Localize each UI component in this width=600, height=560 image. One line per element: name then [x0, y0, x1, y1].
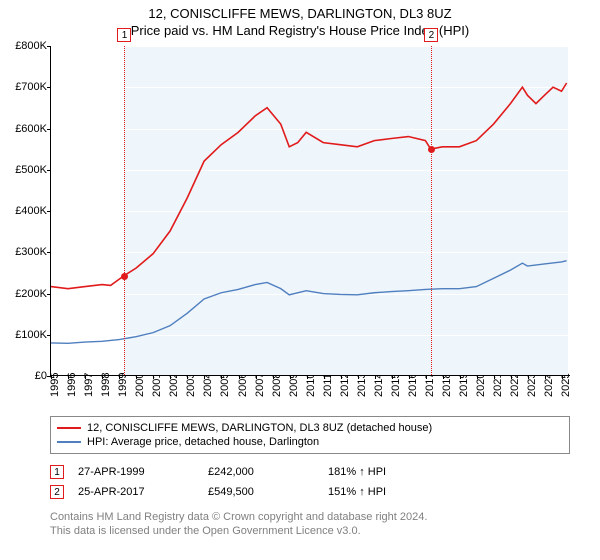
x-axis-label: 2019 [458, 373, 470, 397]
legend-label: 12, CONISCLIFFE MEWS, DARLINGTON, DL3 8U… [87, 422, 432, 434]
footer-attribution: Contains HM Land Registry data © Crown c… [50, 510, 570, 539]
x-axis-label: 2015 [390, 373, 402, 397]
x-axis-label: 2018 [441, 373, 453, 397]
x-axis-label: 1997 [83, 373, 95, 397]
x-axis-label: 1996 [66, 373, 78, 397]
y-axis-label: £500K [15, 164, 51, 176]
x-axis-label: 2000 [134, 373, 146, 397]
legend-label: HPI: Average price, detached house, Darl… [87, 436, 319, 448]
legend-swatch [57, 427, 81, 429]
x-axis-label: 2010 [305, 373, 317, 397]
x-axis-label: 2003 [185, 373, 197, 397]
sales-row-date: 25-APR-2017 [78, 486, 208, 498]
sales-row-marker: 2 [50, 485, 64, 499]
title-line2: Price paid vs. HM Land Registry's House … [0, 23, 600, 38]
x-axis-label: 1999 [117, 373, 129, 397]
y-axis-label: £700K [15, 81, 51, 93]
series-line [51, 83, 567, 289]
x-axis-label: 2014 [373, 373, 385, 397]
legend-swatch [57, 441, 81, 443]
y-axis-label: £400K [15, 205, 51, 217]
x-axis-label: 2004 [202, 373, 214, 397]
sale-event-line [431, 46, 432, 375]
sales-row-hpi: 151% ↑ HPI [328, 486, 448, 498]
x-axis-label: 2011 [322, 373, 334, 397]
sales-row-date: 27-APR-1999 [78, 466, 208, 478]
x-axis-label: 2023 [526, 373, 538, 397]
y-axis-label: £600K [15, 123, 51, 135]
x-axis-label: 2017 [424, 373, 436, 397]
x-axis-label: 2021 [492, 373, 504, 397]
y-axis-label: £200K [15, 288, 51, 300]
y-axis-label: £100K [15, 329, 51, 341]
series-svg [51, 46, 570, 375]
sales-row-price: £242,000 [208, 466, 328, 478]
sales-row-price: £549,500 [208, 486, 328, 498]
x-axis-label: 2022 [509, 373, 521, 397]
x-axis-label: 1995 [49, 373, 61, 397]
footer-line1: Contains HM Land Registry data © Crown c… [50, 510, 570, 524]
title-line1: 12, CONISCLIFFE MEWS, DARLINGTON, DL3 8U… [0, 6, 600, 21]
sales-table: 1 27-APR-1999£242,000181% ↑ HPI 2 25-APR-20… [50, 462, 448, 502]
footer-line2: This data is licensed under the Open Gov… [50, 524, 570, 538]
sale-event-line [124, 46, 125, 375]
x-axis-label: 2006 [237, 373, 249, 397]
legend-box: 12, CONISCLIFFE MEWS, DARLINGTON, DL3 8U… [50, 416, 570, 454]
x-axis-label: 2020 [475, 373, 487, 397]
sales-row-marker: 1 [50, 465, 64, 479]
sales-table-row: 2 25-APR-2017£549,500151% ↑ HPI [50, 482, 448, 502]
x-axis-label: 1998 [100, 373, 112, 397]
x-axis-label: 2016 [407, 373, 419, 397]
sale-event-dot [428, 146, 435, 153]
legend-item: 12, CONISCLIFFE MEWS, DARLINGTON, DL3 8U… [57, 421, 563, 435]
x-axis-label: 2001 [151, 373, 163, 397]
x-axis-label: 2007 [254, 373, 266, 397]
sale-event-marker: 1 [117, 28, 131, 42]
y-axis-label: £300K [15, 246, 51, 258]
x-axis-label: 2008 [271, 373, 283, 397]
chart-title-block: 12, CONISCLIFFE MEWS, DARLINGTON, DL3 8U… [0, 0, 600, 38]
sale-event-dot [121, 273, 128, 280]
plot-area: £0£100K£200K£300K£400K£500K£600K£700K£80… [50, 46, 570, 376]
chart-region: £0£100K£200K£300K£400K£500K£600K£700K£80… [50, 46, 570, 376]
sales-table-row: 1 27-APR-1999£242,000181% ↑ HPI [50, 462, 448, 482]
x-axis-label: 2002 [168, 373, 180, 397]
x-axis-label: 2012 [339, 373, 351, 397]
x-axis-label: 2009 [288, 373, 300, 397]
x-axis-label: 2025 [560, 373, 572, 397]
y-axis-label: £800K [15, 40, 51, 52]
x-axis-label: 2013 [356, 373, 368, 397]
x-axis-label: 2024 [543, 373, 555, 397]
legend-item: HPI: Average price, detached house, Darl… [57, 435, 563, 449]
x-axis-label: 2005 [219, 373, 231, 397]
sales-row-hpi: 181% ↑ HPI [328, 466, 448, 478]
sale-event-marker: 2 [424, 28, 438, 42]
